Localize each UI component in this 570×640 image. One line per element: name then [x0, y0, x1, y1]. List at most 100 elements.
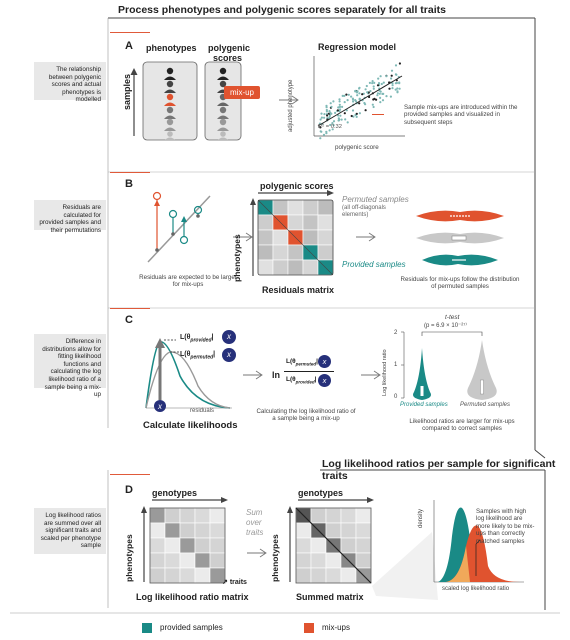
scatter-point [366, 91, 369, 94]
arrow-right-icon [233, 232, 253, 242]
scatter-point [326, 114, 329, 117]
legend-mixups: mix-ups [322, 623, 351, 632]
summed-matrix-title: Summed matrix [296, 592, 364, 602]
permuted-label: Permuted samples [342, 195, 409, 204]
scatter-point [379, 101, 382, 104]
matrix-cell [325, 522, 342, 539]
matrix-cell [209, 522, 226, 539]
legend-provided: provided samples [160, 623, 223, 632]
regression-note: Sample mix-ups are introduced within the… [404, 104, 518, 126]
matrix-cell [149, 552, 166, 569]
scatter-point [325, 106, 328, 109]
scatter-point [329, 111, 332, 114]
matrix-cell [164, 507, 181, 524]
density-note: Samples with high log likelihood are mor… [476, 508, 535, 545]
matrix-cell [325, 567, 342, 584]
x-circle: x [222, 348, 236, 362]
sum-over-traits: Sum over traits [246, 508, 264, 537]
scatter-point [379, 90, 382, 93]
matrix-side-label: phenotypes [232, 234, 242, 282]
scatter-point [391, 82, 394, 85]
violin-permuted [416, 232, 504, 244]
provided-label: Provided samples [342, 260, 406, 269]
scatter-point [372, 98, 375, 101]
scatter-point [323, 113, 326, 116]
matrix-cell [310, 567, 327, 584]
scatter-point [388, 87, 391, 90]
scatter-point [351, 109, 355, 112]
arrow-right-icon [243, 370, 263, 380]
scatter-point [319, 137, 322, 140]
y-tick-0: 0 [394, 394, 398, 400]
scatter-point [378, 92, 381, 95]
scatter-point [343, 112, 346, 115]
accent-line-c [110, 308, 150, 309]
scatter-point [322, 133, 326, 136]
arrow-right-icon [356, 232, 376, 242]
person-icon [165, 131, 175, 140]
density-plot [433, 500, 524, 583]
scatter-point [320, 130, 323, 133]
person-icon [164, 80, 176, 93]
ln-numerator: L(θpermuted| [286, 358, 318, 367]
matrix-cell [149, 567, 166, 584]
llr-note: Calculating the log likelihood ratio of … [256, 408, 356, 423]
ln-denominator: L(θprovided| [286, 376, 317, 385]
scatter-point [329, 102, 332, 105]
matrix-cell [302, 214, 319, 231]
matrix-cell [179, 507, 196, 524]
scatter-point [337, 114, 340, 117]
residual-note: Residuals are expected to be larger for … [139, 274, 237, 289]
scatter-point [390, 77, 393, 80]
ln-symbol: ln [272, 370, 280, 380]
accent-line-a [110, 32, 150, 33]
matrix-cell [179, 567, 196, 584]
scatter-point [319, 126, 322, 129]
scatter-point [376, 92, 379, 95]
matrix-cell [272, 244, 289, 261]
col-scores-label: scores [213, 53, 243, 63]
scatter-point [368, 81, 371, 84]
residuals-axis-label: residuals [190, 408, 215, 414]
person-icon [218, 131, 228, 140]
legend-swatch-mixups [304, 623, 314, 633]
residual-arrow-icon [179, 216, 189, 245]
matrix-cell [194, 522, 211, 539]
bottom-title: Log likelihood ratios per sample for sig… [322, 458, 556, 482]
matrix-top-label: polygenic scores [260, 181, 334, 191]
r-squared: R² = 0.32 [318, 124, 343, 130]
fraction-bar [284, 371, 334, 372]
scatter-point [320, 112, 323, 115]
arrow-right-icon [361, 370, 381, 380]
panel-d-side-text: Log likelihood ratios are summed over al… [34, 508, 106, 554]
scatter-point [331, 122, 334, 125]
violin-permuted [467, 340, 497, 400]
matrix-cell [340, 522, 357, 539]
matrix-cell [194, 567, 211, 584]
matrix-cell [317, 229, 334, 246]
scatter-point [371, 80, 374, 83]
matrix-cell [310, 537, 327, 554]
matrix-cell [149, 537, 166, 554]
scatter-point [325, 110, 328, 113]
matrix-cell [325, 552, 342, 569]
violin-provided [422, 254, 498, 266]
density-x-axis: scaled log likelihood ratio [442, 586, 510, 592]
matrix-cell [302, 259, 319, 276]
l-permuted-text: L(θpermuted| [180, 351, 216, 361]
scatter-point [358, 92, 361, 95]
scatter-point [398, 82, 401, 85]
scatter-point [343, 101, 346, 104]
residual-arrow-icon [168, 209, 178, 234]
matrix-cell [287, 259, 304, 276]
matrix-cell [164, 537, 181, 554]
calc-likelihoods-title: Calculate likelihoods [143, 420, 238, 431]
samples-label: samples [122, 73, 132, 110]
scatter-point [379, 75, 382, 78]
scatter-point [319, 118, 322, 121]
scatter-point [339, 114, 342, 117]
matrix-cell [257, 229, 274, 246]
scatter-point [331, 128, 334, 131]
col-phenotypes-label: phenotypes [146, 43, 197, 53]
person-icon [164, 67, 176, 80]
